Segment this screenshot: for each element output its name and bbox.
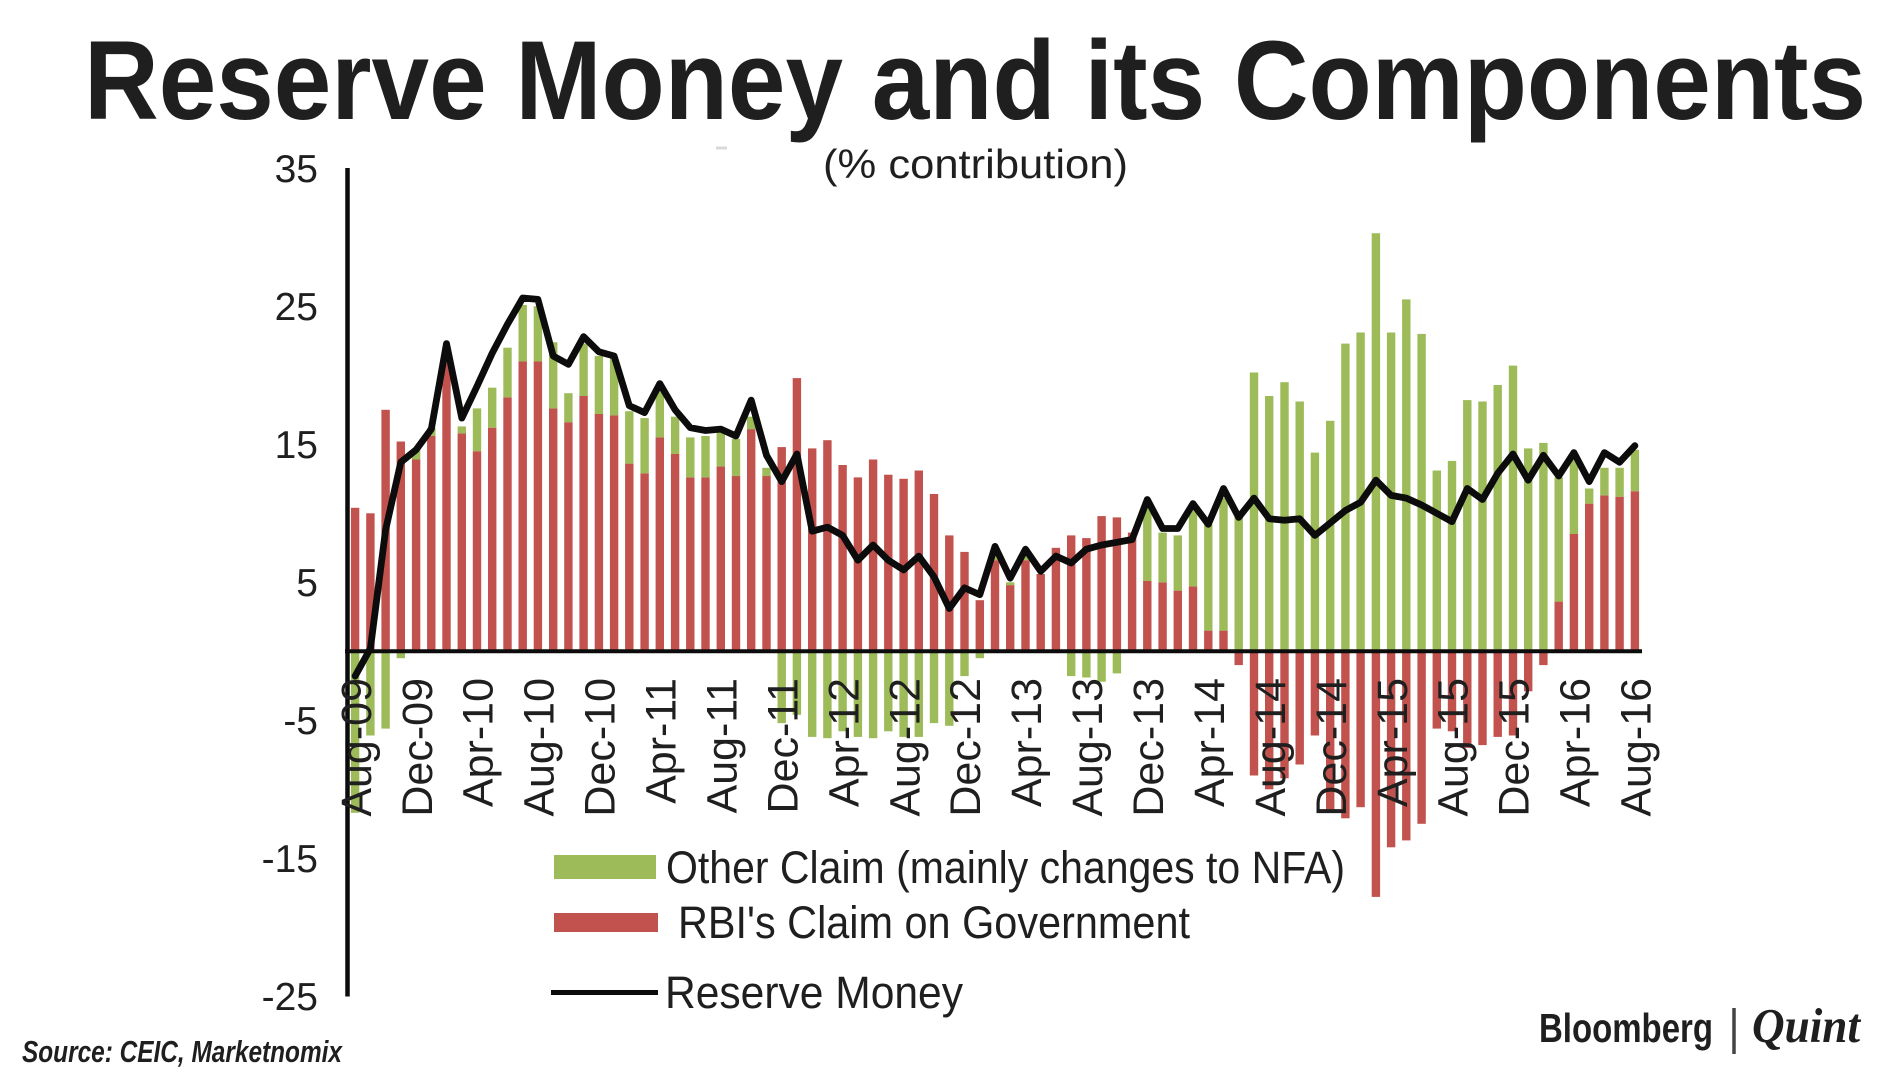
svg-text:Bloomberg: Bloomberg: [1539, 1005, 1713, 1051]
svg-text:Apr-15: Apr-15: [1369, 678, 1417, 807]
svg-text:Aug-15: Aug-15: [1430, 678, 1478, 817]
svg-text:Apr-14: Apr-14: [1186, 678, 1234, 807]
svg-text:Aug-09: Aug-09: [333, 678, 381, 817]
svg-text:Dec-13: Dec-13: [1125, 678, 1173, 817]
svg-text:Dec-14: Dec-14: [1308, 678, 1356, 817]
svg-text:-5: -5: [283, 700, 318, 743]
svg-text:Dec-12: Dec-12: [942, 678, 990, 817]
svg-text:Dec-09: Dec-09: [394, 678, 442, 817]
svg-text:Aug-14: Aug-14: [1247, 678, 1295, 817]
svg-text:Apr-12: Apr-12: [820, 678, 868, 807]
svg-text:Apr-10: Apr-10: [455, 678, 503, 807]
svg-text:RBI's Claim on Government: RBI's Claim on Government: [678, 897, 1190, 948]
svg-text:35: 35: [275, 148, 318, 191]
svg-text:-15: -15: [262, 838, 318, 881]
svg-text:Dec-10: Dec-10: [577, 678, 625, 817]
svg-text:Quint: Quint: [1752, 998, 1861, 1053]
svg-text:Apr-16: Apr-16: [1552, 678, 1600, 807]
svg-text:5: 5: [296, 562, 318, 605]
svg-text:Aug-13: Aug-13: [1064, 678, 1112, 817]
svg-text:Aug-16: Aug-16: [1613, 678, 1661, 817]
svg-text:Apr-11: Apr-11: [638, 678, 686, 804]
svg-text:Dec-11: Dec-11: [759, 678, 807, 813]
svg-text:15: 15: [275, 424, 318, 467]
svg-text:Reserve Money and its Componen: Reserve Money and its Components: [84, 18, 1866, 143]
svg-text:(% contribution): (% contribution): [823, 141, 1128, 187]
svg-text:Aug-11: Aug-11: [699, 678, 747, 813]
svg-text:Dec-15: Dec-15: [1491, 678, 1539, 817]
svg-text:Reserve Money: Reserve Money: [665, 967, 963, 1018]
svg-text:Source: CEIC, Marketnomix: Source: CEIC, Marketnomix: [22, 1034, 343, 1069]
svg-text:-25: -25: [262, 976, 318, 1019]
svg-text:Aug-12: Aug-12: [881, 678, 929, 817]
svg-text:Aug-10: Aug-10: [516, 678, 564, 817]
svg-text:Other Claim (mainly changes to: Other Claim (mainly changes to NFA): [666, 842, 1345, 893]
svg-text:Apr-13: Apr-13: [1003, 678, 1051, 807]
svg-text:25: 25: [275, 286, 318, 329]
